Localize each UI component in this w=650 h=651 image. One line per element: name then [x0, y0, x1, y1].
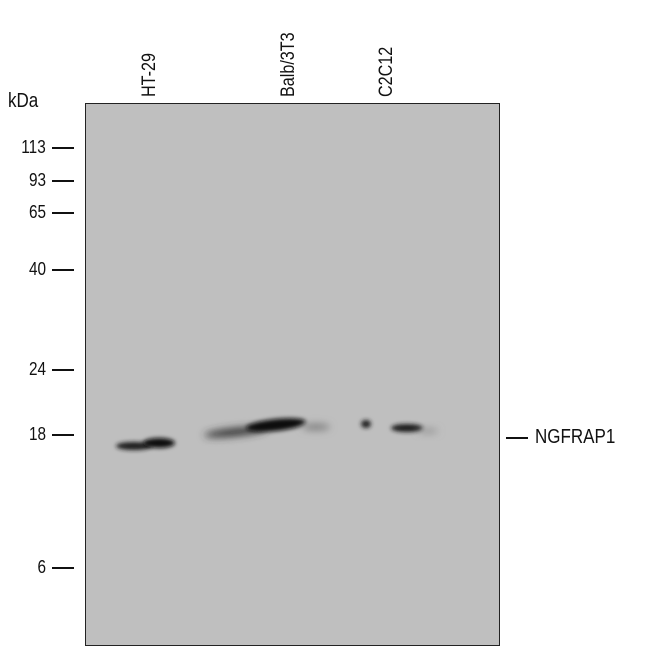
- target-label: NGFRAP1: [535, 426, 616, 448]
- marker-tick: [52, 566, 74, 569]
- lane-label-ht29: HT-29: [139, 53, 160, 97]
- blot-membrane: [85, 103, 500, 646]
- band-balb3t3: [204, 418, 330, 438]
- marker-18: 18: [0, 424, 74, 445]
- marker-label: 18: [28, 424, 46, 444]
- target-pointer-line: [506, 436, 528, 439]
- marker-label: 24: [28, 359, 46, 379]
- lane-label-c2c12: C2C12: [376, 46, 397, 97]
- marker-tick: [52, 433, 74, 436]
- marker-40: 40: [0, 259, 74, 280]
- marker-93: 93: [0, 170, 74, 191]
- marker-65: 65: [0, 202, 74, 223]
- marker-6: 6: [0, 557, 74, 578]
- band-ht29: [116, 438, 175, 450]
- marker-label: 93: [28, 170, 46, 190]
- band-layer: [116, 418, 438, 450]
- marker-24: 24: [0, 359, 74, 380]
- marker-tick: [52, 211, 74, 214]
- marker-label: 65: [28, 202, 46, 222]
- marker-tick: [52, 179, 74, 182]
- target-annotation: NGFRAP1: [506, 426, 629, 449]
- marker-113: 113: [0, 137, 74, 158]
- marker-label: 6: [37, 557, 46, 577]
- marker-tick: [52, 368, 74, 371]
- marker-tick: [52, 146, 74, 149]
- marker-tick: [52, 268, 74, 271]
- kda-unit-label: kDa: [8, 90, 39, 112]
- marker-label: 113: [21, 137, 46, 157]
- band-c2c12: [361, 420, 438, 433]
- marker-label: 40: [28, 259, 46, 279]
- lane-label-balb3t3: Balb/3T3: [278, 32, 299, 97]
